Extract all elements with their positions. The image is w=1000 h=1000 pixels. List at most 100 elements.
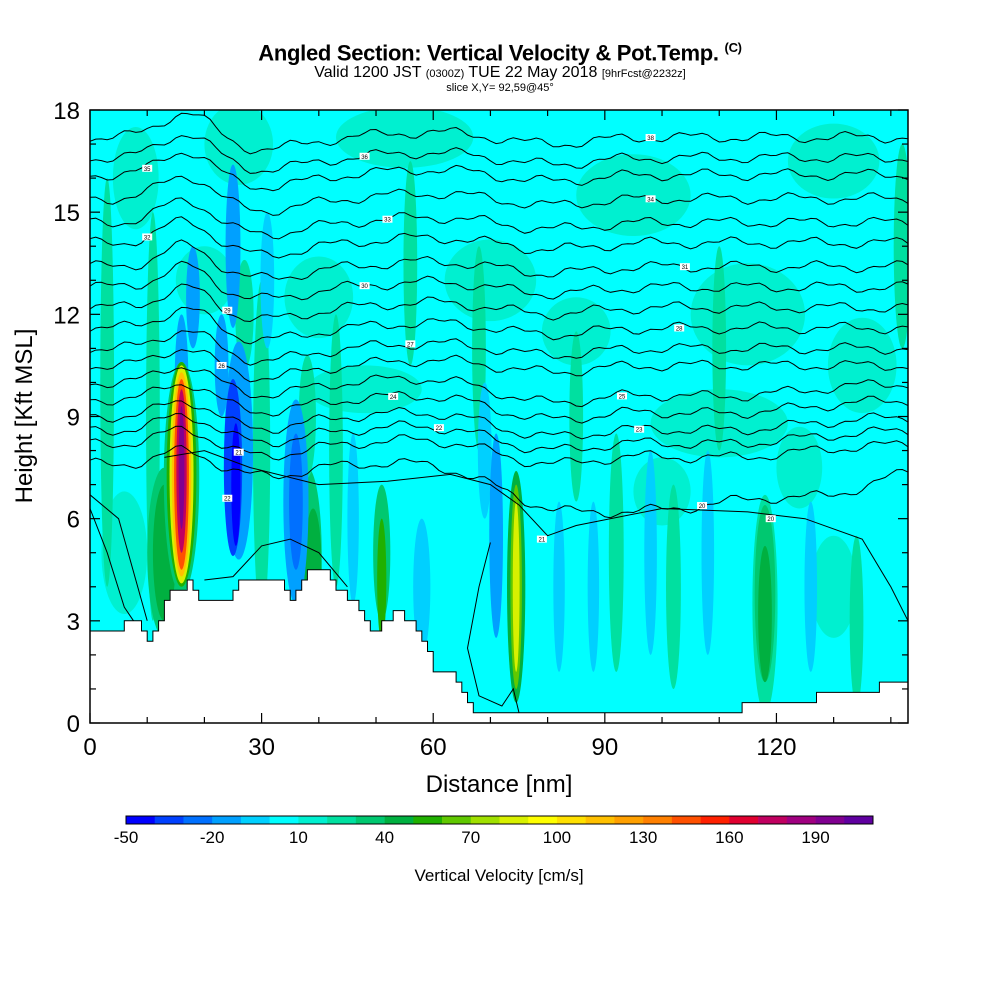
velocity-contour: [512, 501, 520, 672]
isentrope-label-text: 32: [144, 235, 151, 241]
y-axis-label: Height [Kft MSL]: [11, 329, 38, 504]
isentrope-label: 29: [222, 306, 233, 315]
isentrope-label: 26: [216, 361, 227, 370]
colorbar-frame: [125, 815, 874, 825]
colorbar-swatch: [815, 816, 845, 824]
isentrope-label: 22: [433, 424, 444, 432]
x-tick-label: 90: [591, 734, 618, 761]
colorbar-tick-label: 190: [801, 828, 829, 847]
chart-title-block: Angled Section: Vertical Velocity & Pot.…: [0, 36, 1000, 94]
chart-title-unit: (C): [724, 40, 742, 55]
colorbar-tick-label: 160: [715, 828, 743, 847]
isentrope-label-text: 34: [647, 197, 654, 203]
isentrope-label: 21: [233, 448, 244, 457]
y-tick-label: 6: [67, 507, 80, 534]
velocity-contour: [644, 450, 657, 655]
velocity-contour: [804, 501, 818, 672]
y-tick-label: 0: [67, 711, 80, 738]
slice-info: slice X,Y= 92,59@45°: [446, 82, 554, 95]
chart-title: Angled Section: Vertical Velocity & Pot.…: [0, 36, 1000, 65]
velocity-contour: [403, 161, 418, 366]
x-tick-label: 30: [248, 734, 275, 761]
velocity-contour: [413, 518, 431, 655]
valid-prefix: Valid 1200 JST: [314, 64, 422, 82]
colorbar-swatch: [729, 816, 759, 824]
isentrope-label-text: 21: [235, 451, 242, 457]
isentrope-line: [466, 542, 520, 713]
colorbar-swatch: [786, 816, 816, 824]
velocity-contour: [347, 433, 359, 604]
colorbar-swatch: [556, 816, 586, 824]
colorbar-swatch: [154, 816, 184, 824]
y-tick-label: 12: [53, 302, 80, 329]
y-tick-label: 18: [53, 98, 80, 125]
x-tick-label: 60: [420, 734, 447, 761]
isentrope-label-text: 28: [676, 326, 683, 332]
velocity-contour: [377, 518, 387, 642]
valid-utc: (0300Z): [425, 68, 465, 81]
velocity-contour: [701, 450, 715, 655]
colorbar-swatch: [614, 816, 644, 824]
isentrope-line: [90, 400, 908, 440]
isentrope-label-text: 22: [436, 426, 443, 432]
velocity-contour: [235, 259, 254, 369]
velocity-contour: [225, 164, 241, 328]
isentrope-label: 36: [359, 152, 370, 161]
isentrope-label-text: 24: [390, 395, 397, 401]
isentrope-label: 20: [765, 515, 776, 523]
isentrope-label: 21: [536, 535, 547, 544]
isentrope-label-text: 22: [224, 497, 231, 503]
isentrope-label-text: 29: [224, 309, 231, 315]
velocity-contour: [100, 178, 115, 587]
isentrope-label-text: 25: [619, 394, 626, 400]
isentrope-label: 23: [634, 425, 645, 434]
velocity-contour: [175, 246, 234, 315]
isentrope-line: [90, 175, 908, 216]
velocity-contour: [776, 426, 823, 509]
isentrope-label-text: 26: [218, 364, 225, 370]
isentrope-label: 38: [645, 134, 656, 142]
isentrope-label: 32: [142, 233, 153, 241]
isentrope-label-text: 21: [539, 538, 546, 544]
isentrope-line: [90, 152, 908, 192]
isentrope-label-text: 20: [699, 504, 706, 510]
velocity-contour: [893, 144, 908, 349]
isentrope-line: [90, 135, 908, 174]
isentrope-line: [90, 384, 908, 424]
colorbar-swatch: [240, 816, 270, 824]
isentrope-label-text: 35: [144, 167, 151, 173]
velocity-contour: [712, 246, 727, 451]
velocity-contour: [186, 246, 200, 349]
isentrope-line: [90, 260, 908, 301]
isentrope-label: 34: [645, 195, 656, 203]
isentrope-line: [90, 425, 908, 468]
colorbar-swatch: [499, 816, 529, 824]
velocity-contour: [101, 491, 148, 615]
velocity-contour: [112, 127, 159, 230]
colorbar-swatch: [671, 816, 701, 824]
isentrope-label-text: 38: [647, 136, 654, 142]
x-axis: 0 30 60 90 120: [83, 110, 892, 761]
isentrope-line: [164, 450, 908, 622]
isentrope-label: 22: [222, 494, 233, 503]
terrain: [90, 569, 908, 723]
velocity-contour: [307, 365, 422, 414]
colorbar-swatch: [643, 816, 673, 824]
colorbar-tick-label: -20: [200, 828, 225, 847]
isentrope-label-text: 20: [767, 517, 774, 523]
velocity-contour: [260, 212, 275, 349]
isentrope-label-text: 31: [682, 265, 689, 271]
isentrope-label-text: 33: [384, 218, 391, 224]
velocity-contour: [827, 317, 897, 414]
colorbar-swatch: [126, 816, 156, 824]
isentrope-line: [90, 112, 908, 155]
velocity-contour: [553, 501, 565, 672]
velocity-contour: [810, 535, 857, 638]
colorbar-swatch: [585, 816, 615, 824]
velocity-contour: [608, 433, 624, 672]
colorbar-swatch: [384, 816, 414, 824]
colorbar-swatch: [844, 816, 874, 824]
velocity-contour: [666, 484, 681, 689]
